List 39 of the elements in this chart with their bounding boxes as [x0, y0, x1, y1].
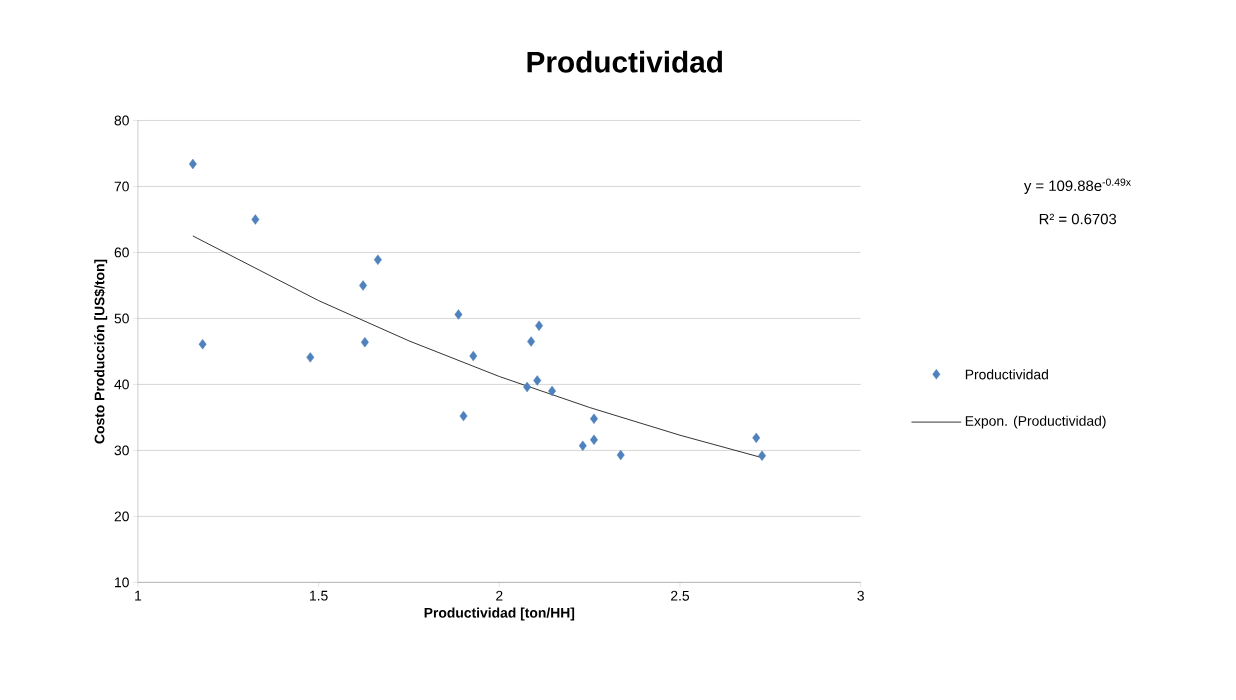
point	[251, 214, 260, 225]
legend-label: Productividad	[965, 369, 1048, 380]
point	[459, 410, 468, 422]
point	[306, 352, 315, 363]
point	[527, 336, 536, 347]
y-tick-label: 60	[114, 247, 129, 258]
x-tick-label: 3	[857, 590, 864, 601]
point	[198, 339, 207, 350]
text: y = 109.88e$^{-0.49x}$	[1023, 178, 1131, 194]
point	[188, 158, 197, 170]
chart-title: Productividad	[527, 50, 722, 73]
point	[373, 254, 382, 265]
x-tick-label: 2.5	[671, 590, 690, 601]
text: R² = 0.6703	[1039, 213, 1117, 225]
x-axis-title: Productividad [ton/HH]	[424, 607, 575, 621]
x-tick-label: 2	[496, 590, 503, 601]
point	[578, 440, 587, 452]
y-tick-label: 80	[114, 115, 129, 126]
y-tick-label: 70	[114, 181, 129, 192]
legend-label: Expon. (Productividad)	[965, 415, 1106, 429]
point	[752, 432, 761, 444]
point	[454, 309, 463, 320]
y-tick-label: 40	[114, 379, 129, 390]
point	[469, 350, 478, 362]
point	[758, 450, 766, 461]
x-tick-label: 1.5	[310, 590, 328, 601]
point	[533, 375, 542, 386]
y-tick-label: 30	[114, 445, 129, 456]
point	[535, 320, 543, 331]
x-tick-label: 1	[135, 590, 142, 601]
point	[616, 449, 625, 461]
point	[590, 413, 598, 424]
y-axis-title: Costo Producción [US$/ton]	[93, 259, 108, 444]
y-tick-label: 20	[114, 511, 129, 522]
point	[523, 381, 532, 393]
y-tick-label: 10	[115, 577, 129, 588]
y-tick-label: 50	[114, 313, 129, 324]
point	[360, 337, 369, 348]
point	[359, 280, 367, 291]
